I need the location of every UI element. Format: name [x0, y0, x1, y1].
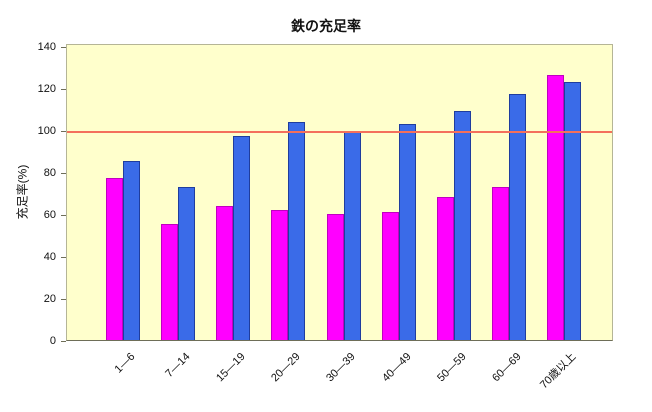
y-tick-label: 80: [43, 167, 56, 179]
y-tick-mark: [61, 47, 66, 48]
chart-title: 鉄の充足率: [291, 18, 361, 34]
bar-blue-series-15—19: [233, 136, 250, 340]
bar-blue-series-20—29: [288, 122, 305, 340]
reference-line-100: [67, 131, 612, 133]
y-tick-mark: [61, 215, 66, 216]
bar-blue-series-7—14: [178, 187, 195, 340]
y-tick-label: 0: [49, 335, 56, 347]
x-tick-label-15—19: 15—19: [213, 350, 248, 385]
bar-magenta-series-30—39: [327, 214, 344, 340]
bar-magenta-series-20—29: [271, 210, 288, 340]
y-tick-label: 140: [37, 41, 56, 53]
x-tick-label-20—29: 20—29: [268, 350, 303, 385]
bar-magenta-series-1—6: [106, 178, 123, 340]
bar-magenta-series-70歳以上: [547, 75, 564, 340]
x-tick-label-40—49: 40—49: [379, 350, 414, 385]
bar-blue-series-30—39: [344, 132, 361, 340]
y-tick-mark: [61, 257, 66, 258]
y-tick-mark: [61, 173, 66, 174]
y-tick-label: 100: [37, 125, 56, 137]
y-tick-label: 60: [43, 209, 56, 221]
x-tick-label-30—39: 30—39: [323, 350, 358, 385]
bar-magenta-series-7—14: [161, 224, 178, 340]
bar-magenta-series-60—69: [492, 187, 509, 340]
bar-blue-series-1—6: [123, 161, 140, 340]
bar-magenta-series-50—59: [437, 197, 454, 340]
y-tick-mark: [61, 131, 66, 132]
x-tick-label-50—59: 50—59: [434, 350, 469, 385]
y-tick-mark: [61, 341, 66, 342]
x-tick-label-7—14: 7—14: [162, 350, 193, 380]
bar-magenta-series-15—19: [216, 206, 233, 340]
bar-blue-series-40—49: [399, 124, 416, 340]
bar-blue-series-50—59: [454, 111, 471, 340]
x-tick-label-60—69: 60—69: [489, 350, 524, 385]
y-tick-mark: [61, 299, 66, 300]
y-tick-label: 20: [43, 293, 56, 305]
bar-blue-series-60—69: [509, 94, 526, 340]
x-tick-label-1—6: 1—6: [112, 350, 138, 376]
x-tick-label-70歳以上: 70歳以上: [537, 350, 579, 392]
y-tick-label: 40: [43, 251, 56, 263]
bar-magenta-series-40—49: [382, 212, 399, 340]
y-tick-mark: [61, 89, 66, 90]
bar-blue-series-70歳以上: [564, 82, 581, 340]
plot-area: [66, 44, 613, 341]
y-tick-label: 120: [37, 83, 56, 95]
